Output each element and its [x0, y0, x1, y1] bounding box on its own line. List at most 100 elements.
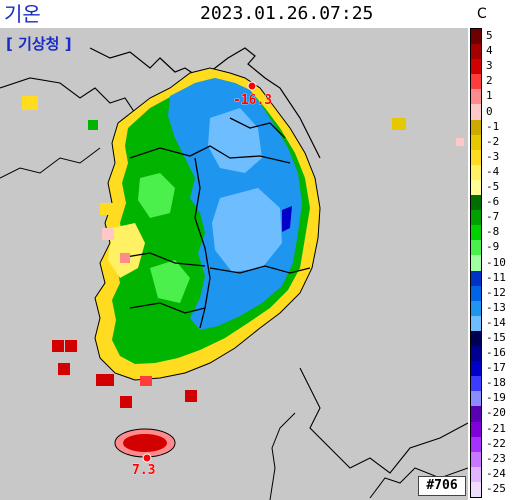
legend-tick-label: -12 — [486, 285, 506, 299]
china-coast-line — [0, 77, 136, 114]
legend-tick-label: 5 — [486, 29, 493, 43]
island-mark-5 — [100, 203, 114, 215]
legend-swatch — [471, 391, 481, 407]
legend-swatch — [471, 451, 481, 468]
legend-tick-label: -15 — [486, 330, 506, 344]
province-border-4 — [209, 265, 311, 274]
legend-tick-label: -3 — [486, 149, 500, 163]
legend-tick-label: 3 — [486, 59, 493, 73]
legend-swatch — [471, 300, 481, 317]
legend-swatch — [471, 74, 481, 90]
legend-tick-label: -22 — [486, 436, 506, 450]
legend-tick-label: -9 — [486, 240, 500, 254]
province-border-3 — [119, 252, 206, 267]
legend-unit: C — [477, 6, 487, 22]
north-korea-border-line — [89, 47, 321, 159]
tsushima-line — [269, 412, 296, 500]
map-title: 기온 — [4, 2, 41, 26]
station-max-label: 7.3 — [132, 463, 155, 478]
legend-swatch — [471, 44, 481, 60]
legend-swatch — [471, 164, 481, 181]
legend-tick-label: -4 — [486, 164, 500, 178]
light-green-patch-2 — [150, 260, 190, 303]
china-coast-south-line — [0, 147, 101, 179]
station-min-label: -16.3 — [233, 93, 272, 108]
station-max-marker — [142, 453, 152, 463]
legend-tick-label: -19 — [486, 391, 506, 405]
legend-swatch — [471, 179, 481, 196]
island-mark-6 — [102, 228, 114, 240]
legend-tick-label: -20 — [486, 406, 506, 420]
legend-swatch — [471, 330, 481, 347]
island-mark-13 — [185, 390, 197, 402]
legend-tick-label: -16 — [486, 346, 506, 360]
legend-tick-label: -8 — [486, 225, 500, 239]
legend-tick-label: -24 — [486, 466, 506, 480]
legend-swatch — [471, 361, 481, 377]
island-mark-9 — [65, 340, 77, 352]
legend-tick-label: -11 — [486, 270, 506, 284]
legend-swatch — [471, 406, 481, 422]
legend-tick-label: 2 — [486, 74, 493, 88]
map-timestamp: 2023.01.26.07:25 — [200, 3, 374, 24]
island-mark-11 — [96, 374, 114, 386]
japan-coast-line — [299, 367, 468, 474]
jeju-island-core — [123, 434, 167, 452]
legend-swatch — [471, 315, 481, 332]
legend-swatch — [471, 89, 481, 105]
legend-tick-label: -18 — [486, 376, 506, 390]
legend-swatch — [471, 149, 481, 166]
island-mark-2 — [88, 120, 98, 130]
legend-tick-label: -23 — [486, 451, 506, 465]
legend-swatch — [471, 285, 481, 302]
legend-swatch — [471, 346, 481, 362]
island-mark-12 — [120, 396, 132, 408]
legend-swatch — [471, 270, 481, 287]
island-mark-3 — [392, 118, 406, 130]
legend-tick-label: 4 — [486, 44, 493, 58]
legend-swatch — [471, 376, 481, 392]
frame-id-badge: #706 — [418, 476, 466, 496]
legend-swatch — [471, 134, 481, 151]
island-mark-4 — [456, 138, 464, 146]
legend-swatch — [471, 195, 481, 211]
legend-swatch — [471, 119, 481, 136]
light-green-patch-1 — [138, 173, 175, 218]
legend-tick-label: -21 — [486, 421, 506, 435]
legend-swatch — [471, 59, 481, 75]
legend-tick-label: -10 — [486, 255, 506, 269]
legend-swatch — [471, 255, 481, 272]
temperature-map: -16.3 7.3 — [0, 28, 468, 500]
coldest-spot — [282, 206, 292, 232]
legend-tick-label: -14 — [486, 315, 506, 329]
legend-labels: 5 4 3 2 1 0 -1 -2 -3 -4 -5 -6 -7 -8 -9 -10 -11 -12 -13 -14-… — [486, 28, 521, 498]
legend-swatch — [471, 240, 481, 256]
island-mark-10 — [58, 363, 70, 375]
legend-tick-label: 1 — [486, 89, 493, 103]
island-mark-8 — [52, 340, 64, 352]
legend-swatch — [471, 421, 481, 438]
legend-swatch — [471, 466, 481, 483]
legend-swatch — [471, 225, 481, 241]
legend-swatch — [471, 481, 481, 498]
legend-swatch — [471, 29, 481, 45]
province-border-5 — [129, 302, 206, 314]
cold-zone-light-blue-2 — [212, 188, 282, 272]
legend-swatch — [471, 104, 481, 121]
legend-tick-label: -2 — [486, 134, 500, 148]
province-border-1 — [129, 145, 291, 164]
legend-tick-label: -7 — [486, 210, 500, 224]
island-mark-1 — [22, 96, 38, 110]
legend-tick-label: -17 — [486, 361, 506, 375]
west-yellow-patch — [108, 223, 145, 278]
legend-tick-label: -6 — [486, 195, 500, 209]
station-min-marker — [247, 81, 257, 91]
agency-label: [ 기상청 ] — [6, 35, 72, 53]
legend-color-bar — [470, 28, 482, 498]
legend-swatch — [471, 210, 481, 226]
legend-tick-label: 0 — [486, 104, 493, 118]
legend-swatch — [471, 436, 481, 453]
island-mark-7 — [120, 253, 130, 263]
province-border-6 — [229, 117, 286, 139]
